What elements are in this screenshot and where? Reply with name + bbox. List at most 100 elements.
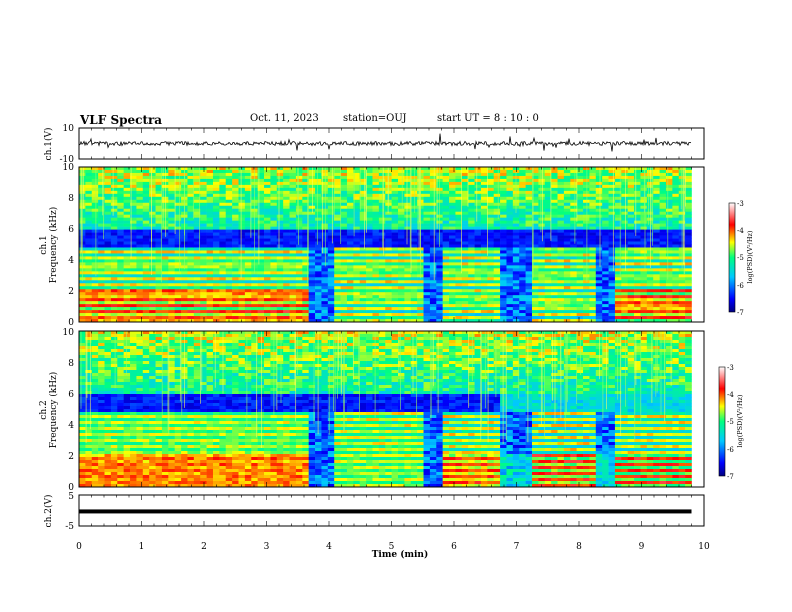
spectrogram-cell [161, 313, 169, 317]
spectrogram-cell [340, 301, 348, 305]
spectrogram-cell [500, 283, 507, 287]
spectrogram-cell [161, 181, 169, 186]
spectrogram-cell [117, 253, 124, 257]
spectrogram-cell [142, 280, 150, 284]
spectrogram-cell [321, 274, 329, 278]
spectrogram-cell [308, 178, 316, 183]
spectrogram-cell [270, 187, 278, 192]
spectrogram-cell [398, 214, 405, 218]
spectrogram-cell [295, 319, 303, 323]
spectrogram-cell [353, 229, 361, 233]
spectrogram-cell [474, 172, 482, 177]
spectrogram-cell [161, 304, 169, 308]
spectrogram-cell [493, 220, 501, 224]
spectrogram-cell [244, 304, 252, 308]
spectrogram-cell [257, 172, 265, 177]
spectrogram-cell [487, 244, 495, 248]
spectrogram-cell [493, 178, 501, 183]
spectrogram-cell [136, 304, 144, 308]
spectrogram-cell [257, 202, 265, 207]
spectrogram-cell [193, 286, 201, 290]
spectrogram-cell [595, 280, 603, 284]
spectrogram-cell [474, 256, 482, 260]
spectrogram-cell [653, 220, 660, 224]
spectrogram-cell [487, 193, 495, 198]
spectrogram-cell [429, 187, 437, 192]
spectrogram-cell [455, 319, 463, 323]
spectrogram-cell [276, 256, 284, 260]
spectrogram-cell [500, 169, 507, 174]
spectrogram-cell [685, 232, 692, 236]
spectrogram-cell [653, 304, 660, 308]
spectrogram-cell [302, 313, 309, 317]
spectrogram-cell [130, 172, 137, 177]
spectrogram-cell [640, 196, 648, 201]
spectrogram-cell [557, 256, 565, 260]
spectrogram-cell [346, 247, 354, 251]
spectrogram-cell [346, 229, 354, 233]
spectrogram-cell [404, 241, 412, 245]
spectrogram-cell [334, 187, 341, 192]
spectrogram-cell [608, 274, 616, 278]
spectrogram-cell [461, 289, 469, 293]
spectrogram-cell [104, 295, 112, 299]
spectrogram-cell [117, 193, 124, 198]
spectrogram-cell [455, 214, 463, 218]
spectrogram-cell [321, 238, 329, 242]
spectrogram-cell [525, 208, 533, 213]
spectrogram-cell [385, 214, 392, 218]
spectrogram-cell [557, 307, 565, 311]
spectrogram-cell [174, 184, 182, 189]
spectrogram-cell [461, 268, 469, 272]
spectrogram-cell [168, 283, 175, 287]
spectrogram-cell [442, 214, 450, 218]
spectrogram-cell [206, 235, 214, 239]
spectrogram-cell [487, 169, 495, 174]
spectrogram-cell [295, 214, 303, 218]
spectrogram-cell [117, 184, 124, 189]
spectrogram-cell [627, 232, 635, 236]
spectrogram-cell [200, 181, 207, 186]
spectrogram-cell [181, 292, 188, 296]
spectrogram-cell [398, 167, 405, 171]
spectrogram-cell [270, 265, 278, 269]
spectrogram-cell [665, 277, 673, 281]
spectrogram-cell [155, 167, 163, 171]
spectrogram-cell [346, 256, 354, 260]
spectrogram-cell [544, 205, 552, 210]
spectrogram-cell [449, 301, 456, 305]
spectrogram-cell [340, 193, 348, 198]
spectrogram-cell [232, 223, 239, 227]
spectrogram-cell [461, 256, 469, 260]
spectrogram-cell [334, 167, 341, 171]
spectrogram-cell [110, 280, 118, 284]
spectrogram-cell [608, 283, 616, 287]
spectrogram-cell [614, 244, 622, 248]
spectrogram-cell [487, 274, 495, 278]
spectrogram-cell [449, 238, 456, 242]
spectrogram-cell [257, 190, 265, 195]
spectrogram-cell [85, 196, 93, 201]
spectrogram-cell [289, 253, 297, 257]
spectrogram-cell [544, 307, 552, 311]
spectrogram-cell [474, 271, 482, 275]
spectrogram-cell [155, 223, 163, 227]
spectrogram-cell [372, 205, 380, 210]
spectrogram-cell [161, 283, 169, 287]
spectrogram-cell [506, 265, 514, 269]
spectrogram-cell [161, 229, 169, 233]
spectrogram-cell [161, 244, 169, 248]
spectrogram-cell [366, 178, 373, 183]
spectrogram-cell [385, 283, 392, 287]
spectrogram-cell [378, 205, 386, 210]
spectrogram-cell [264, 187, 271, 192]
spectrogram-cell [665, 211, 673, 215]
spectrogram-cell [646, 286, 654, 290]
spectrogram-cell [372, 229, 380, 233]
spectrogram-cell [174, 214, 182, 218]
spectrogram-cell [602, 241, 609, 245]
spectrogram-cell [251, 301, 258, 305]
spectrogram-cell [117, 280, 124, 284]
spectrogram-cell [436, 304, 443, 308]
spectrogram-cell [398, 313, 405, 317]
